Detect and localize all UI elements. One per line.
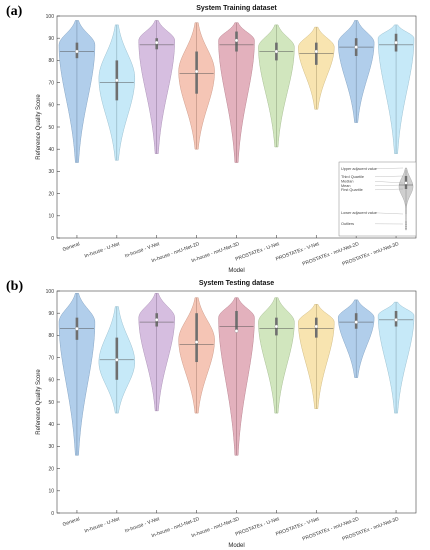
panel-label: (a) — [6, 4, 23, 19]
legend-pointer — [374, 184, 404, 186]
y-tick-label: 60 — [48, 378, 54, 384]
y-tick-label: 20 — [48, 466, 54, 472]
median-marker — [234, 329, 239, 333]
legend-label: Mean — [341, 184, 351, 188]
median-marker — [354, 45, 358, 49]
x-tick-label: General — [62, 516, 81, 528]
y-tick-label: 0 — [51, 236, 54, 242]
legend-outlier — [405, 221, 407, 223]
legend-median-marker — [404, 181, 408, 185]
y-axis-label: Reference Quality Score — [36, 94, 42, 160]
median-marker — [154, 40, 159, 45]
legend-outlier — [405, 227, 407, 230]
y-tick-label: 70 — [48, 355, 54, 361]
chart-title: System Testing datase — [199, 280, 274, 287]
median-marker — [274, 324, 279, 329]
median-marker — [154, 318, 159, 322]
chart-title: System Training dataset — [196, 5, 277, 12]
iqr-box — [235, 310, 238, 331]
testing-violin-chart: System Testing datase 0 10 20 30 40 50 60 70 80 90… — [36, 280, 417, 549]
legend-label: Median — [341, 180, 353, 184]
median-marker — [394, 318, 398, 322]
training-chart-panel: (a) System Training dataset 0 10 20 30 40 50 60… — [6, 4, 417, 274]
legend-label: First Quartile — [341, 188, 363, 192]
legend-pointer — [374, 188, 404, 190]
y-tick-label: 70 — [48, 80, 54, 86]
x-tick-label: PROSTATEx - U-Net — [235, 516, 281, 538]
y-tick-label: 10 — [48, 489, 54, 495]
y-tick-label: 0 — [51, 511, 54, 517]
median-marker — [194, 340, 199, 344]
y-axis-label: Reference Quality Score — [36, 369, 42, 435]
median-marker — [314, 324, 319, 329]
median-marker — [115, 358, 119, 362]
x-tick-label: General — [62, 241, 81, 253]
y-tick-label: 40 — [48, 422, 54, 428]
training-violin-chart: System Training dataset 0 10 20 30 40 50 60 70 80… — [36, 5, 417, 274]
y-tick-label: 90 — [48, 311, 54, 317]
legend-outlier — [405, 225, 407, 228]
y-tick-label: 50 — [48, 400, 54, 406]
median-marker — [75, 326, 79, 331]
median-marker — [115, 78, 119, 83]
legend-label: Outliers — [341, 222, 354, 226]
median-marker — [194, 69, 199, 74]
x-axis-label: Model — [228, 268, 244, 274]
legend-pointer — [374, 181, 404, 184]
y-tick-label: 80 — [48, 58, 54, 64]
y-tick-label: 60 — [48, 103, 54, 109]
legend-pointer — [374, 167, 404, 169]
testing-chart-panel: (b) System Testing datase 0 10 20 30 40 50 60 70… — [0, 275, 430, 550]
median-marker — [234, 38, 239, 43]
legend-label: Upper adjacent value — [341, 167, 377, 171]
legend-pointer — [374, 212, 404, 215]
x-tick-label: PROSTATEx - U-Net — [235, 241, 281, 263]
legend-outlier — [405, 223, 407, 225]
x-axis-label: Model — [228, 543, 244, 549]
median-marker — [314, 49, 319, 54]
iqr-box — [195, 313, 198, 363]
legend-label: Lower adjacent value — [341, 211, 377, 215]
y-tick-label: 10 — [48, 214, 54, 220]
median-marker — [394, 40, 398, 45]
x-tick-label: In-house - U-Net — [84, 516, 121, 534]
y-tick-label: 100 — [46, 289, 55, 295]
median-marker — [354, 320, 358, 324]
median-marker — [75, 49, 79, 54]
y-tick-label: 100 — [46, 14, 55, 20]
y-tick-label: 30 — [48, 444, 54, 450]
legend-label: Third Quartile — [341, 175, 364, 179]
y-tick-label: 90 — [48, 36, 54, 42]
panel-label: (b) — [6, 279, 24, 294]
median-marker — [274, 49, 279, 54]
x-tick-label: In-house - U-Net — [84, 241, 121, 259]
y-tick-label: 50 — [48, 125, 54, 131]
legend-pointer — [374, 175, 404, 177]
y-tick-label: 30 — [48, 169, 54, 175]
y-tick-label: 40 — [48, 147, 54, 153]
y-tick-label: 20 — [48, 191, 54, 197]
y-tick-label: 80 — [48, 333, 54, 339]
